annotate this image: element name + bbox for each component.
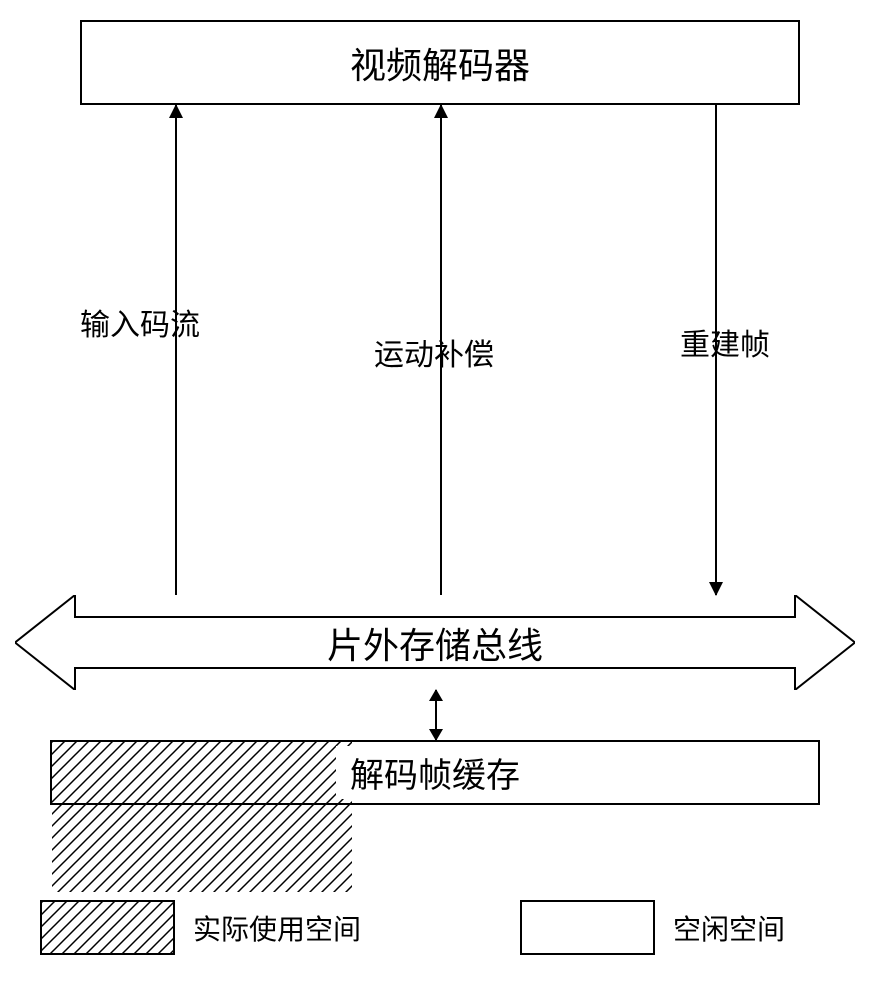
- legend-free: 空闲空间: [520, 900, 785, 955]
- arrow-rebuild-frame-label: 重建帧: [680, 320, 770, 364]
- legend-used-hatch: [42, 902, 173, 953]
- legend-free-swatch: [520, 900, 655, 955]
- legend-used-label: 实际使用空间: [193, 908, 361, 948]
- decoder-label: 视频解码器: [350, 37, 530, 89]
- legend-used-swatch: [40, 900, 175, 955]
- hatch-pattern: [52, 742, 352, 892]
- legend-free-label: 空闲空间: [673, 908, 785, 948]
- arrow-motion-comp-label: 运动补偿: [374, 330, 494, 374]
- frame-buffer-label: 解码帧缓存: [336, 746, 534, 799]
- frame-buffer-box: 解码帧缓存: [50, 740, 820, 805]
- decoder-box: 视频解码器: [80, 20, 800, 105]
- arrow-bus-buffer: [435, 690, 437, 740]
- arrow-input-stream-label: 输入码流: [80, 300, 200, 344]
- bus-label: 片外存储总线: [327, 617, 543, 669]
- bus-box: 片外存储总线: [15, 595, 855, 690]
- legend-used: 实际使用空间: [40, 900, 361, 955]
- arrow-input-stream: [175, 105, 177, 595]
